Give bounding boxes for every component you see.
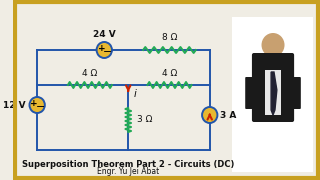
FancyBboxPatch shape	[252, 53, 294, 122]
Text: 24 V: 24 V	[93, 30, 116, 39]
Text: Superposition Theorem Part 2 - Circuits (DC): Superposition Theorem Part 2 - Circuits …	[22, 160, 235, 169]
FancyBboxPatch shape	[245, 77, 260, 109]
Text: +: +	[30, 99, 38, 108]
Text: 3 A: 3 A	[220, 111, 237, 120]
Text: 3 Ω: 3 Ω	[137, 116, 152, 125]
Text: 8 Ω: 8 Ω	[162, 33, 177, 42]
Text: −: −	[35, 102, 45, 111]
Polygon shape	[271, 72, 277, 115]
Circle shape	[97, 42, 112, 58]
Text: Engr. Yu Jei Abat: Engr. Yu Jei Abat	[97, 167, 159, 176]
Text: 12 V: 12 V	[3, 100, 26, 109]
Text: −: −	[102, 46, 112, 57]
FancyBboxPatch shape	[285, 77, 301, 109]
Circle shape	[202, 107, 217, 123]
Circle shape	[29, 97, 45, 113]
FancyBboxPatch shape	[232, 17, 313, 172]
Text: +: +	[98, 44, 105, 53]
Text: i: i	[134, 89, 137, 99]
FancyBboxPatch shape	[265, 70, 281, 115]
Text: 4 Ω: 4 Ω	[82, 69, 98, 78]
Text: 4 Ω: 4 Ω	[162, 69, 177, 78]
Circle shape	[261, 33, 284, 57]
